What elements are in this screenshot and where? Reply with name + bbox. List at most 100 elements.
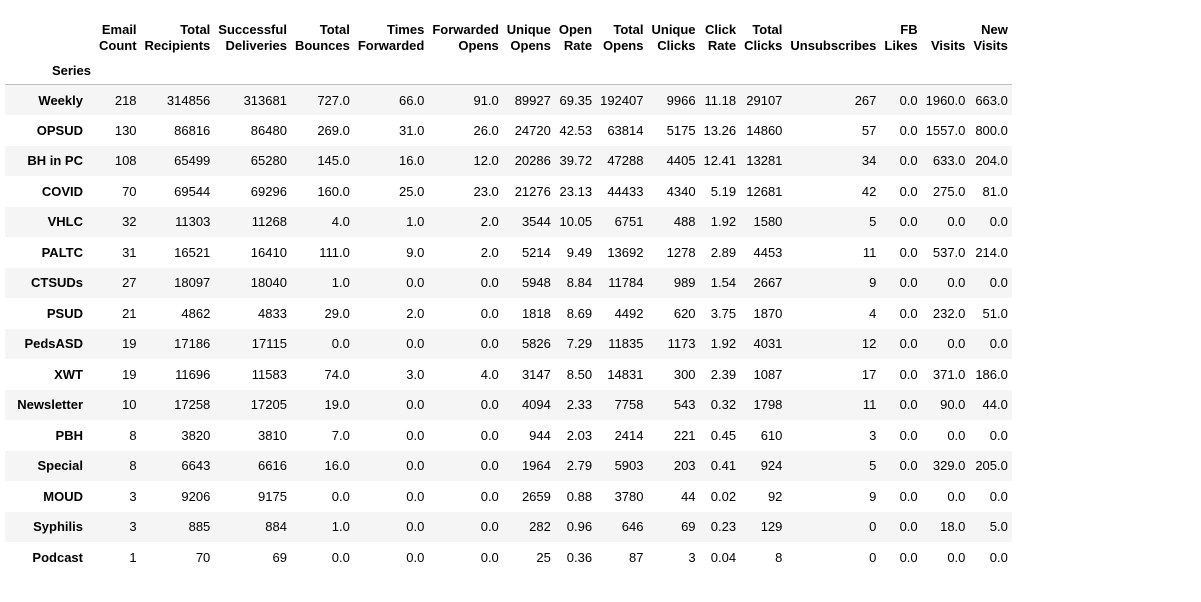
table-cell: 800.0 [975,122,1008,138]
table-cell: 221 [673,427,696,443]
table-cell: 69 [272,549,287,565]
table-cell: 989 [673,275,696,291]
table-cell: 17 [861,366,877,382]
table-cell: 0.0 [899,122,918,138]
table-cell: 11268 [251,214,287,230]
table-cell: 218 [114,92,137,108]
column-header-row: Email Count Total Recipients Successful Deliv… [5,20,1012,56]
column-header: Total Bounces [294,22,350,53]
table-cell: 0.0 [480,458,499,474]
row-label: VHLC [47,214,83,230]
table-cell: 0.23 [710,519,737,535]
table-cell: 69296 [250,183,287,199]
table-cell: 6751 [614,214,644,230]
table-cell: 23.0 [473,183,499,199]
table-cell: 8.50 [566,366,593,382]
column-header: Open Rate [558,22,593,53]
table-cell: 2.39 [710,366,737,382]
table-cell: 3 [129,488,137,504]
table-cell: 12.0 [473,153,499,169]
table-cell: 34 [861,153,877,169]
table-cell: 0.0 [406,427,425,443]
table-cell: 7.29 [566,336,593,352]
index-row-blank [502,56,555,85]
table-cell: 2.0 [480,214,499,230]
table-cell: 214.0 [975,244,1008,260]
table-row: PBH 8 3820 3810 7.0 0.0 0.0 944 2.03 2414 221 0.45 6… [5,420,1012,451]
table-cell: 0.0 [406,549,425,565]
table-cell: 2.33 [566,397,593,413]
table-cell: 192407 [600,92,644,108]
table-cell: 0.0 [899,214,918,230]
table-row: XWT 19 11696 11583 74.0 3.0 4.0 3147 8.50 14831 30… [5,359,1012,390]
table-cell: 269.0 [317,122,350,138]
table-cell: 0.0 [899,549,918,565]
table-cell: 0.0 [899,427,918,443]
index-row-blank [740,56,787,85]
column-header: Total Clicks [744,22,783,53]
table-cell: 0.0 [947,214,966,230]
table-cell: 31 [122,244,137,260]
table-cell: 17186 [174,336,211,352]
table-cell: 11303 [175,214,211,230]
row-label: PBH [55,427,83,443]
table-cell: 1 [129,549,137,565]
table-cell: 0.88 [566,488,593,504]
table-cell: 0.0 [331,488,350,504]
table-cell: 543 [673,397,696,413]
table-cell: 11.18 [704,92,737,108]
table-cell: 0.0 [480,336,499,352]
table-cell: 7.0 [331,427,350,443]
table-cell: 0.0 [331,336,350,352]
table-cell: 13281 [746,153,783,169]
table-row: PALTC 31 16521 16410 111.0 9.0 2.0 5214 9.49 1369… [5,237,1012,268]
table-cell: 4492 [614,305,644,321]
table-cell: 537.0 [932,244,966,260]
table-cell: 0.0 [899,153,918,169]
table-cell: 0.0 [899,458,918,474]
table-cell: 9 [869,488,877,504]
table-cell: 1818 [521,305,551,321]
table-cell: 5.19 [710,183,737,199]
table-cell: 0.02 [710,488,737,504]
table-cell: 0.0 [947,427,966,443]
column-header: Unique Clicks [651,22,696,53]
column-header: Unique Opens [506,22,551,53]
table-cell: 0.0 [947,549,966,565]
table-cell: 3780 [614,488,644,504]
table-cell: 4031 [753,336,783,352]
table-cell: 0.0 [331,549,350,565]
column-header: Click Rate [705,22,737,53]
index-row-blank [214,56,291,85]
table-cell: 6643 [181,458,211,474]
table-cell: 4862 [181,305,211,321]
table-cell: 186.0 [975,366,1008,382]
column-header: Email Count [99,22,137,53]
row-label: OPSUD [36,122,83,138]
table-cell: 39.72 [559,153,593,169]
table-cell: 1.0 [331,275,350,291]
table-cell: 232.0 [932,305,966,321]
table-cell: 57 [861,122,877,138]
table-cell: 12 [861,336,877,352]
table-cell: 0.41 [710,458,737,474]
table-row: MOUD 3 9206 9175 0.0 0.0 0.0 2659 0.88 3780 44 0.02… [5,481,1012,512]
index-row-blank [969,56,1012,85]
table-cell: 16410 [250,244,287,260]
table-cell: 8 [775,549,783,565]
table-cell: 8.84 [566,275,593,291]
table-cell: 0.0 [899,244,918,260]
table-cell: 69.35 [559,92,593,108]
index-row-blank [880,56,922,85]
table-cell: 1870 [753,305,783,321]
table-cell: 7758 [614,397,644,413]
table-cell: 86816 [174,122,211,138]
table-cell: 18.0 [940,519,966,535]
table-cell: 6616 [258,458,287,474]
table-cell: 0 [869,549,877,565]
table-cell: 20286 [514,153,551,169]
table-cell: 0.0 [406,275,425,291]
table-cell: 1173 [667,336,696,352]
table-row: COVID 70 69544 69296 160.0 25.0 23.0 21276 23.13… [5,176,1012,207]
table-cell: 282 [529,519,551,535]
